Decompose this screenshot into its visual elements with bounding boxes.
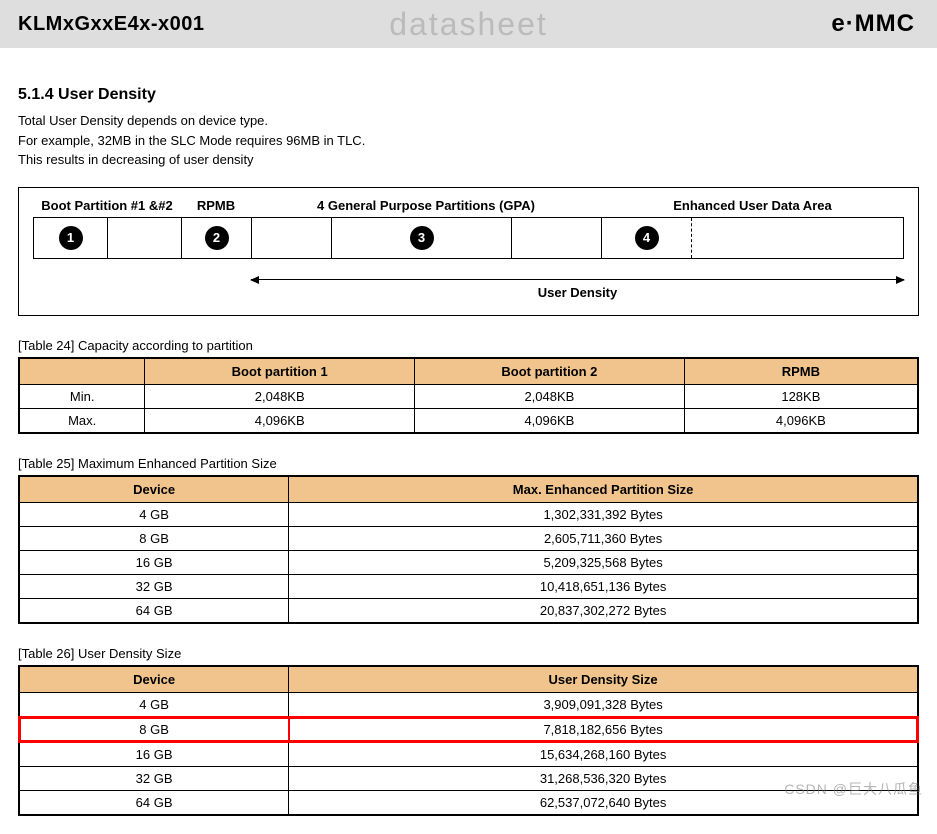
circle-1: 1 bbox=[59, 226, 83, 250]
table26-caption: [Table 26] User Density Size bbox=[18, 646, 919, 661]
table25-caption: [Table 25] Maximum Enhanced Partition Si… bbox=[18, 456, 919, 471]
section-title: 5.1.4 User Density bbox=[18, 86, 919, 104]
block-euda-rest bbox=[692, 218, 903, 258]
table-row: 32 GB10,418,651,136 Bytes bbox=[19, 574, 918, 598]
table24-h1: Boot partition 1 bbox=[145, 358, 415, 385]
table25-h1: Max. Enhanced Partition Size bbox=[289, 476, 918, 503]
table26-header-row: Device User Density Size bbox=[19, 666, 918, 693]
table-cell: 8 GB bbox=[19, 526, 289, 550]
table-cell: 2,048KB bbox=[415, 384, 685, 408]
block-gpa1 bbox=[252, 218, 332, 258]
table-row: 8 GB7,818,182,656 Bytes bbox=[19, 717, 918, 742]
table26-h0: Device bbox=[19, 666, 289, 693]
table-cell: 32 GB bbox=[19, 766, 289, 790]
label-euda: Enhanced User Data Area bbox=[601, 198, 904, 213]
table-cell: 4 GB bbox=[19, 502, 289, 526]
table-cell: 32 GB bbox=[19, 574, 289, 598]
table-cell: 2,605,711,360 Bytes bbox=[289, 526, 918, 550]
table-cell: 16 GB bbox=[19, 550, 289, 574]
label-boot-partition: Boot Partition #1 &#2 bbox=[33, 198, 181, 213]
density-line bbox=[251, 279, 904, 280]
table-cell: 16 GB bbox=[19, 742, 289, 767]
desc-line-3: This results in decreasing of user densi… bbox=[18, 151, 919, 169]
table-row: Max.4,096KB4,096KB4,096KB bbox=[19, 408, 918, 433]
table-cell: Max. bbox=[19, 408, 145, 433]
table-row: 16 GB5,209,325,568 Bytes bbox=[19, 550, 918, 574]
table-cell: 4,096KB bbox=[145, 408, 415, 433]
block-rpmb: 2 bbox=[182, 218, 252, 258]
block-boot2 bbox=[108, 218, 182, 258]
block-gpa3 bbox=[512, 218, 602, 258]
circle-3: 3 bbox=[410, 226, 434, 250]
table-cell: Min. bbox=[19, 384, 145, 408]
table-row: 64 GB20,837,302,272 Bytes bbox=[19, 598, 918, 623]
table-cell: 15,634,268,160 Bytes bbox=[289, 742, 918, 767]
diagram-blocks: 1 2 3 4 bbox=[33, 217, 904, 259]
diagram-labels: Boot Partition #1 &#2 RPMB 4 General Pur… bbox=[33, 198, 904, 213]
label-rpmb: RPMB bbox=[181, 198, 251, 213]
table24-h2: Boot partition 2 bbox=[415, 358, 685, 385]
brand-logo: e·MMC bbox=[831, 10, 915, 38]
table26-h1: User Density Size bbox=[289, 666, 918, 693]
density-label: User Density bbox=[538, 285, 617, 300]
table-row: Min.2,048KB2,048KB128KB bbox=[19, 384, 918, 408]
table25-h0: Device bbox=[19, 476, 289, 503]
table-row: 64 GB62,537,072,640 Bytes bbox=[19, 790, 918, 815]
table-cell: 20,837,302,272 Bytes bbox=[289, 598, 918, 623]
density-arrow: User Density bbox=[251, 273, 904, 301]
table-row: 4 GB1,302,331,392 Bytes bbox=[19, 502, 918, 526]
table-cell: 62,537,072,640 Bytes bbox=[289, 790, 918, 815]
part-number: KLMxGxxE4x-x001 bbox=[18, 13, 204, 36]
table24-h0 bbox=[19, 358, 145, 385]
table-cell: 1,302,331,392 Bytes bbox=[289, 502, 918, 526]
table-cell: 31,268,536,320 Bytes bbox=[289, 766, 918, 790]
table25: Device Max. Enhanced Partition Size 4 GB… bbox=[18, 475, 919, 624]
block-boot1: 1 bbox=[34, 218, 108, 258]
table-cell: 7,818,182,656 Bytes bbox=[289, 717, 918, 742]
table-row: 32 GB31,268,536,320 Bytes bbox=[19, 766, 918, 790]
table24-h3: RPMB bbox=[684, 358, 918, 385]
table-row: 4 GB3,909,091,328 Bytes bbox=[19, 692, 918, 717]
block-euda-num: 4 bbox=[602, 218, 692, 258]
desc-line-1: Total User Density depends on device typ… bbox=[18, 112, 919, 130]
table24-header-row: Boot partition 1 Boot partition 2 RPMB bbox=[19, 358, 918, 385]
circle-4: 4 bbox=[635, 226, 659, 250]
table-cell: 4,096KB bbox=[684, 408, 918, 433]
table-cell: 5,209,325,568 Bytes bbox=[289, 550, 918, 574]
table-cell: 2,048KB bbox=[145, 384, 415, 408]
partition-diagram: Boot Partition #1 &#2 RPMB 4 General Pur… bbox=[18, 187, 919, 316]
table24: Boot partition 1 Boot partition 2 RPMB M… bbox=[18, 357, 919, 434]
page-content: 5.1.4 User Density Total User Density de… bbox=[0, 48, 937, 834]
table-row: 8 GB2,605,711,360 Bytes bbox=[19, 526, 918, 550]
table-row: 16 GB15,634,268,160 Bytes bbox=[19, 742, 918, 767]
table-cell: 64 GB bbox=[19, 790, 289, 815]
block-gpa2: 3 bbox=[332, 218, 512, 258]
desc-line-2: For example, 32MB in the SLC Mode requir… bbox=[18, 132, 919, 150]
table-cell: 10,418,651,136 Bytes bbox=[289, 574, 918, 598]
table-cell: 3,909,091,328 Bytes bbox=[289, 692, 918, 717]
datasheet-word: datasheet bbox=[389, 6, 548, 43]
table-cell: 128KB bbox=[684, 384, 918, 408]
table-cell: 8 GB bbox=[19, 717, 289, 742]
header-band: Rev. 1.1 KLMxGxxE4x-x001 datasheet e·MMC bbox=[0, 0, 937, 48]
table-cell: 64 GB bbox=[19, 598, 289, 623]
label-gpa: 4 General Purpose Partitions (GPA) bbox=[251, 198, 601, 213]
table25-header-row: Device Max. Enhanced Partition Size bbox=[19, 476, 918, 503]
table24-caption: [Table 24] Capacity according to partiti… bbox=[18, 338, 919, 353]
circle-2: 2 bbox=[205, 226, 229, 250]
table26: Device User Density Size 4 GB3,909,091,3… bbox=[18, 665, 919, 816]
table-cell: 4,096KB bbox=[415, 408, 685, 433]
table-cell: 4 GB bbox=[19, 692, 289, 717]
